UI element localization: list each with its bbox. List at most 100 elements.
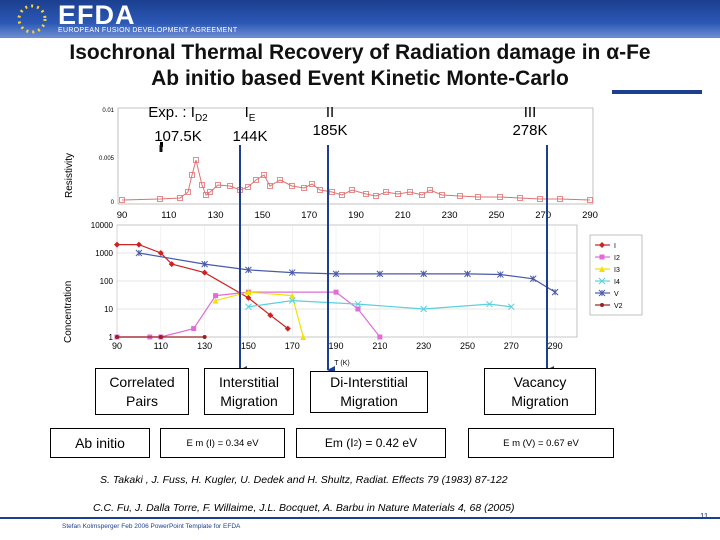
resistivity-marker	[245, 184, 251, 190]
peak-name: Exp. : I	[148, 104, 195, 121]
series-I-point	[157, 250, 164, 256]
resistivity-marker	[373, 193, 379, 199]
series-I	[114, 241, 291, 332]
series-I2-point	[191, 326, 197, 332]
series-I-point	[599, 242, 605, 248]
top-ytick: 0	[111, 200, 115, 206]
peak-value: 278K	[512, 122, 548, 139]
series-V2	[115, 335, 207, 339]
series-I2-point	[213, 293, 219, 299]
resistivity-marker	[537, 196, 543, 202]
series-I3-point	[300, 334, 307, 340]
energy-text-tail: ) = 0.42 eV	[358, 435, 418, 450]
resistivity-marker	[517, 195, 523, 201]
series-I-line	[117, 244, 289, 330]
peak-value: 185K	[312, 122, 348, 139]
top-xtick: 130	[208, 210, 224, 221]
reference-1: S. Takaki , J. Fuss, H. Kugler, U. Dedek…	[100, 474, 508, 486]
resistivity-marker	[395, 191, 401, 197]
resistivity-marker	[349, 187, 355, 193]
top-xtick: 150	[254, 210, 270, 221]
bottom-xtick: 110	[154, 341, 168, 351]
resistivity-marker	[497, 194, 503, 200]
resistivity-marker	[227, 183, 233, 189]
series-I4-point	[245, 303, 252, 311]
top-ytick: 0.005	[99, 156, 115, 162]
legend-entry: I	[614, 243, 616, 250]
resistivity-marker	[177, 195, 183, 201]
page-number: 11	[700, 512, 709, 521]
series-I4-point	[354, 300, 362, 308]
series-I2-point	[377, 334, 383, 340]
bottom-ytick: 1	[109, 333, 114, 342]
series-V2-point	[600, 303, 604, 307]
resistivity-marker	[277, 177, 283, 183]
series-I3-point	[289, 292, 296, 299]
top-xtick: 110	[161, 210, 176, 221]
series-V-point	[529, 275, 537, 283]
series-V-point	[496, 271, 504, 278]
series-I2-point	[333, 289, 339, 295]
bottom-xtick: 90	[112, 341, 122, 351]
top-ytick: 0.01	[102, 108, 114, 114]
exp-peak-marker	[160, 142, 163, 147]
peak-sub: E	[248, 113, 256, 124]
series-V-point	[598, 289, 606, 297]
series-V-point	[332, 270, 340, 278]
series-I-point	[135, 241, 142, 248]
legend-entry: I2	[614, 255, 620, 262]
peak-label-iii: III 278K	[500, 104, 560, 140]
series-V-point	[245, 266, 252, 274]
legend-box	[589, 234, 643, 316]
resistivity-marker	[215, 182, 221, 188]
energy-interstitial: E m (I) = 0.34 eV	[160, 428, 285, 458]
title-line-2: Ab initio based Event Kinetic Monte-Carl…	[151, 67, 569, 90]
series-I4-point	[420, 305, 428, 313]
top-xtick: 170	[301, 210, 317, 221]
process-interstitial-migration: Interstitial Migration	[204, 368, 294, 415]
resistivity-marker	[119, 197, 125, 203]
title-underline	[612, 90, 702, 94]
energy-di-interstitial: Em (I 2) = 0.42 eV	[296, 428, 446, 458]
series-I3-line	[215, 291, 304, 338]
footer-credit: Stefan Kolmsperger Feb 2006 PowerPoint T…	[62, 523, 241, 530]
series-I-point	[114, 241, 120, 248]
series-I-point	[201, 269, 208, 276]
series-I4-point	[598, 277, 606, 285]
bottom-chart-ylabel: Concentration	[63, 280, 74, 343]
top-xtick: 210	[395, 210, 411, 221]
series-I3-point	[245, 289, 252, 296]
process-vacancy-migration: Vacancy Migration	[484, 368, 596, 415]
energy-sub: 2	[353, 438, 359, 448]
footer-rule	[0, 517, 720, 519]
resistivity-marker	[157, 196, 163, 202]
top-chart-ylabel: Resistivity	[64, 152, 75, 198]
series-V-point	[288, 269, 296, 276]
bottom-xtick: 230	[416, 341, 431, 351]
series-I4-line	[248, 299, 512, 310]
reference-2: C.C. Fu, J. Dalla Torre, F. Willaime, J.…	[93, 502, 515, 514]
peak-name: I	[244, 104, 249, 121]
bottom-xtick: 290	[548, 341, 563, 351]
series-V-point	[551, 288, 559, 296]
energy-text: Em (I	[324, 435, 354, 450]
series-V-point	[420, 270, 428, 278]
series-I2-point	[355, 306, 361, 312]
top-xtick: 290	[582, 210, 598, 221]
process-di-interstitial-migration: Di-Interstitial Migration	[310, 371, 428, 413]
peak-value: 107.5K	[154, 128, 202, 145]
bottom-xtick: 270	[504, 341, 519, 351]
resistivity-marker	[189, 172, 195, 178]
series-V-point	[135, 249, 143, 257]
resistivity-marker	[253, 177, 259, 183]
resistivity-marker	[383, 189, 389, 195]
resistivity-marker	[317, 187, 323, 193]
series-I4-point	[288, 297, 296, 304]
legend-entry: V	[614, 291, 619, 298]
peak-label-ii: II 185K	[300, 104, 360, 140]
series-I-point	[245, 294, 252, 301]
bottom-xtick: 130	[197, 341, 212, 351]
series-I3-point	[599, 266, 605, 272]
series-I3-point	[212, 297, 219, 304]
peak-label-ie: IE 144K	[220, 104, 280, 146]
